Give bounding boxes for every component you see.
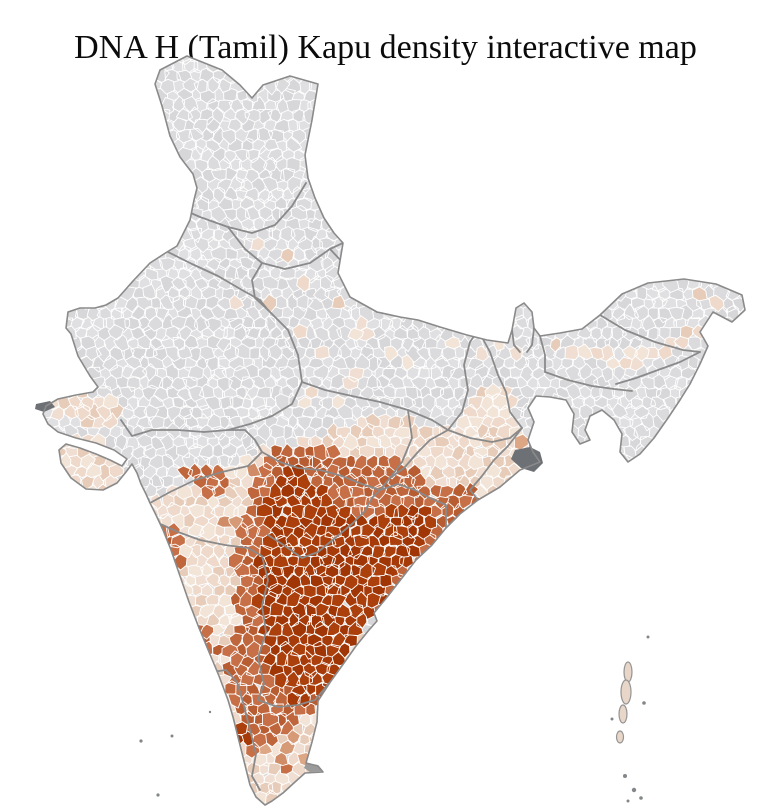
state-borders xyxy=(120,182,701,791)
district-mesh[interactable] xyxy=(40,47,753,807)
india-outline xyxy=(42,55,746,806)
islands xyxy=(139,635,650,803)
map-title: DNA H (Tamil) Kapu density interactive m… xyxy=(74,28,697,66)
